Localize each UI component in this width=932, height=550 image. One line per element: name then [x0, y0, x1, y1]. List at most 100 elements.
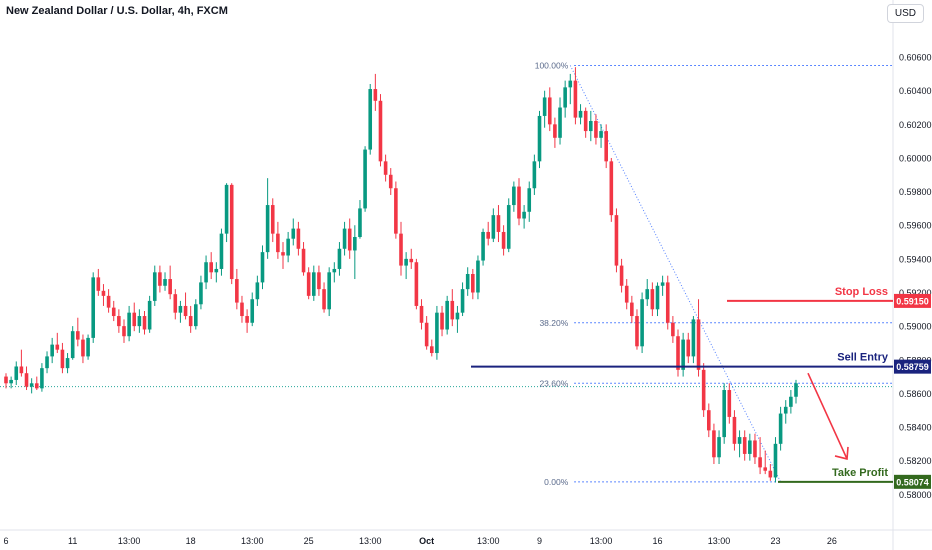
currency-button[interactable]: USD [886, 4, 924, 23]
candle-body [60, 349, 65, 369]
candle-body [722, 390, 726, 438]
candle-body [414, 262, 419, 306]
time-tick-label: 6 [3, 536, 8, 546]
candle-body [645, 289, 650, 300]
candle-body [589, 120, 593, 132]
candle-body [337, 248, 342, 269]
candle-body [696, 319, 701, 370]
candle-body [712, 430, 716, 458]
candle-body [486, 231, 491, 239]
candle-body [368, 89, 373, 150]
candle-body [594, 120, 598, 138]
candle-body [86, 337, 90, 357]
candle-body [460, 289, 465, 313]
candle-body [347, 228, 352, 251]
candle-body [789, 396, 793, 407]
candle-body [106, 295, 111, 308]
fib-level-label: 0.00% [544, 477, 569, 487]
candle-body [317, 272, 321, 290]
time-tick-label: 25 [304, 536, 314, 546]
candle-body [24, 373, 29, 387]
candle-body [204, 262, 208, 283]
candle-body [429, 346, 434, 354]
candle-body [276, 233, 280, 253]
candle-body [578, 110, 583, 118]
candle-body [173, 294, 178, 313]
candle-body [727, 390, 732, 417]
level-name-label: Take Profit [832, 467, 888, 479]
price-tick-label: 0.59200 [899, 288, 932, 298]
candle-body [706, 410, 711, 431]
candle-body [732, 416, 737, 444]
price-tick-label: 0.59800 [899, 187, 932, 197]
candle-body [512, 186, 516, 206]
level-price-badge [894, 293, 931, 308]
candle-body [435, 312, 439, 354]
candle-body [147, 300, 152, 330]
candle-body [353, 237, 357, 251]
candle-body [306, 272, 311, 296]
candle-body [158, 272, 162, 286]
candle-body [778, 413, 783, 444]
candle-body [506, 205, 511, 249]
candle-body [183, 305, 188, 317]
candle-body [209, 262, 213, 273]
candle-body [363, 149, 367, 209]
candle-body [322, 289, 326, 310]
candle-body [9, 379, 13, 384]
time-tick-label: 13:00 [590, 536, 613, 546]
candle-body [301, 248, 306, 273]
candle-body [609, 161, 614, 216]
candle-body [501, 231, 506, 249]
candle-body [773, 443, 778, 478]
candle-body [655, 285, 660, 310]
candle-body [394, 188, 398, 234]
time-tick-label: 23 [770, 536, 780, 546]
candle-body [265, 205, 270, 253]
candle-body [686, 339, 691, 357]
candle-body [91, 277, 96, 338]
candle-body [388, 174, 393, 189]
candle-body [101, 290, 106, 296]
candle-body [748, 440, 752, 454]
candle-body [127, 312, 131, 337]
candle-body [527, 188, 532, 212]
price-tick-label: 0.59000 [899, 322, 932, 332]
candle-body [281, 252, 285, 256]
candle-body [270, 205, 275, 234]
time-tick-label: 13:00 [708, 536, 731, 546]
candle-body [737, 437, 742, 444]
level-price-badge [894, 359, 931, 374]
candle-body [419, 305, 424, 323]
candle-body [758, 457, 762, 468]
price-tick-label: 0.59400 [899, 254, 932, 264]
candle-body [240, 302, 244, 317]
candle-body [481, 231, 485, 261]
candle-body [70, 331, 75, 359]
time-tick-label: 18 [186, 536, 196, 546]
candle-body [471, 274, 475, 293]
time-tick-label: 9 [537, 536, 542, 546]
candle-body [286, 238, 290, 256]
candle-body [604, 131, 608, 162]
candle-body [563, 87, 567, 108]
candle-body [671, 322, 675, 337]
candle-body [558, 107, 562, 138]
candle-body [137, 316, 142, 327]
candle-body [660, 282, 665, 286]
candle-body [665, 282, 670, 323]
candle-body [229, 184, 234, 280]
candle-body [34, 383, 39, 389]
candle-body [794, 383, 798, 397]
candle-body [573, 80, 578, 118]
level-price-label: 0.58759 [896, 362, 929, 372]
candle-body [553, 124, 557, 138]
candle-body [311, 272, 316, 296]
time-tick-label: 13:00 [359, 536, 382, 546]
candle-body [445, 300, 449, 330]
candle-body [214, 268, 219, 273]
candle-body [76, 331, 80, 340]
candle-body [614, 215, 619, 266]
candle-body [619, 265, 624, 286]
